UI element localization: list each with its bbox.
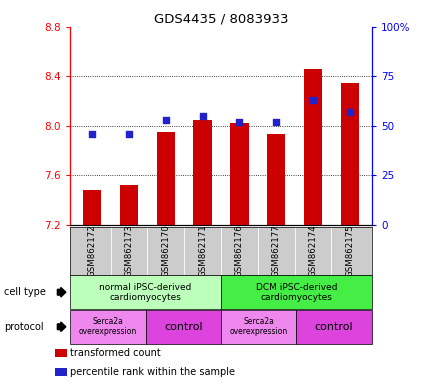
Text: control: control [164,322,203,332]
Bar [55,349,67,357]
Bar [70,310,145,344]
Point [309,97,316,103]
Text: control: control [315,322,354,332]
Bar [230,123,249,225]
Text: Serca2a
overexpression: Serca2a overexpression [79,317,137,336]
Bar [120,185,138,225]
Title: GDS4435 / 8083933: GDS4435 / 8083933 [154,13,288,26]
Point [89,131,96,137]
Text: Serca2a
overexpression: Serca2a overexpression [230,317,288,336]
Bar [145,310,221,344]
Bar [340,83,359,225]
Bar [304,69,322,225]
Bar [267,134,286,225]
Text: GSM862174: GSM862174 [309,224,317,277]
Text: GSM862177: GSM862177 [272,224,280,277]
Point [346,109,353,115]
Bar [55,368,67,376]
Point [162,117,169,123]
Text: normal iPSC-derived
cardiomyocytes: normal iPSC-derived cardiomyocytes [99,283,192,302]
Point [199,113,206,119]
Text: transformed count: transformed count [70,348,161,358]
Point [126,131,133,137]
Bar [193,119,212,225]
Bar [83,190,102,225]
Bar [221,275,372,309]
Point [273,119,280,125]
Point [236,119,243,125]
Text: GSM862171: GSM862171 [198,224,207,277]
Text: GSM862176: GSM862176 [235,224,244,277]
Bar [221,310,296,344]
Text: protocol: protocol [4,322,44,332]
Bar [70,275,221,309]
Text: GSM862175: GSM862175 [345,224,354,277]
Text: GSM862173: GSM862173 [125,224,133,277]
Bar [156,132,175,225]
Text: DCM iPSC-derived
cardiomyocytes: DCM iPSC-derived cardiomyocytes [256,283,337,302]
Text: GSM862170: GSM862170 [162,224,170,277]
Text: percentile rank within the sample: percentile rank within the sample [70,367,235,377]
Text: GSM862172: GSM862172 [88,224,97,277]
Text: cell type: cell type [4,287,46,297]
Bar [296,310,372,344]
